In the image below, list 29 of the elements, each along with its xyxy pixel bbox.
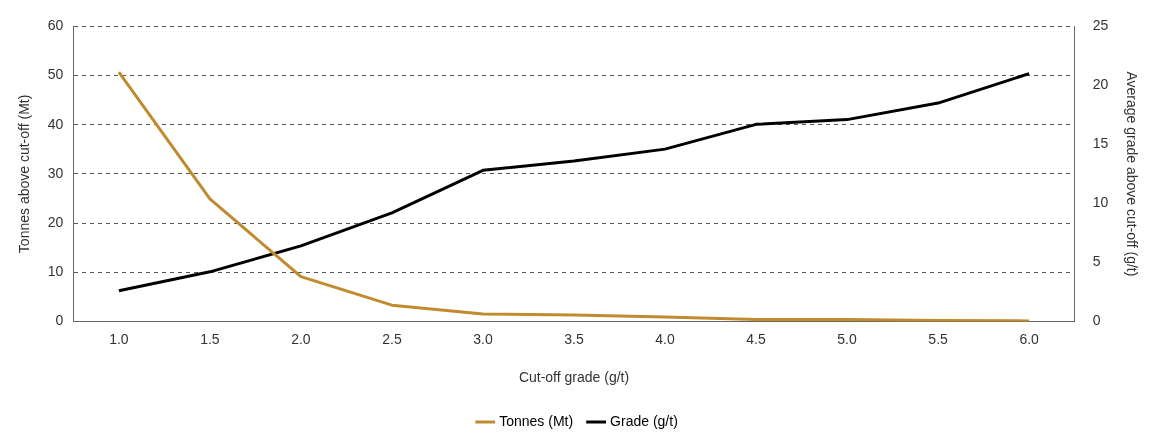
x-tick-label: 6.0: [1019, 330, 1040, 347]
y2-tick-label: 10: [1092, 194, 1109, 211]
y-axis-title: Tonnes above cut-off (Mt): [16, 94, 33, 254]
x-tick-label: 5.5: [928, 330, 949, 347]
y2-tick-label: 15: [1092, 135, 1109, 152]
x-tick-label: 2.5: [382, 330, 402, 347]
y2-tick-label: 20: [1092, 76, 1109, 93]
y-tick-label: 50: [47, 66, 64, 83]
x-tick-label: 5.0: [837, 330, 858, 347]
y2-tick-label: 5: [1092, 253, 1101, 270]
legend-label: Tonnes (Mt): [499, 412, 574, 429]
y2-tick-label: 25: [1092, 17, 1109, 34]
y-tick-label: 30: [47, 164, 64, 181]
legend-label: Grade (g/t): [610, 412, 678, 429]
x-tick-label: 4.0: [655, 330, 675, 347]
y-tick-label: 60: [47, 17, 64, 34]
x-tick-label: 3.5: [564, 330, 584, 347]
y2-tick-label: 0: [1092, 312, 1101, 329]
x-tick-label: 1.0: [109, 330, 129, 347]
y-tick-label: 40: [47, 115, 64, 132]
y-tick-label: 20: [47, 213, 64, 230]
x-tick-label: 4.5: [746, 330, 766, 347]
x-tick-label: 2.0: [291, 330, 311, 347]
y-tick-label: 10: [47, 263, 64, 280]
y2-axis-title: Average grade above cut-off (g/t): [1123, 71, 1140, 277]
x-tick-label: 3.0: [473, 330, 493, 347]
x-axis-title: Cut-off grade (g/t): [518, 369, 630, 386]
x-tick-label: 1.5: [200, 330, 220, 347]
y-tick-label: 0: [55, 312, 64, 329]
